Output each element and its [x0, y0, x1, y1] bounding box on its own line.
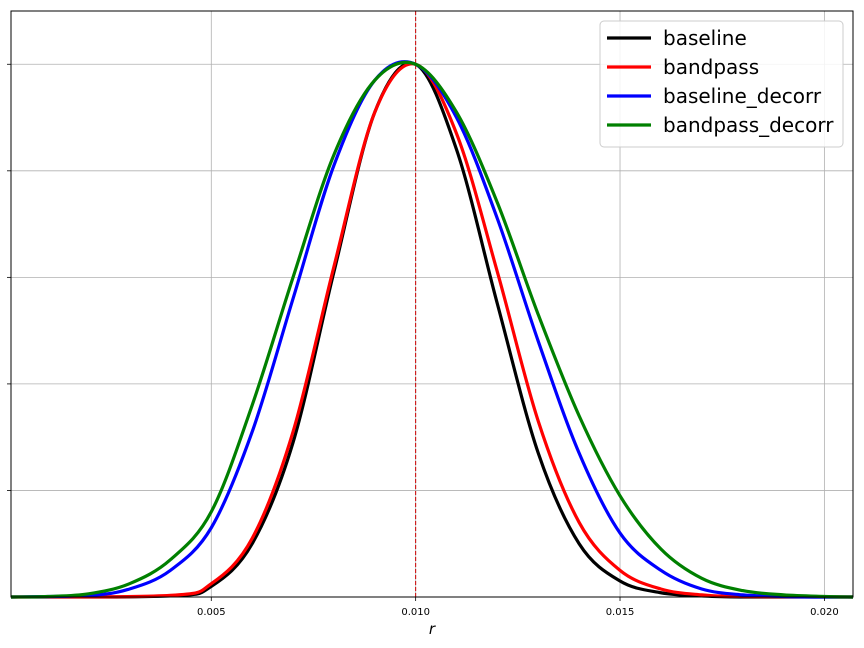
x-axis-label: r [429, 620, 436, 638]
x-tick-label: 0.015 [606, 607, 635, 618]
legend: baseline bandpass baseline_decorr bandpass_… [599, 20, 844, 148]
legend-label: baseline_decorr [663, 84, 822, 108]
legend-label: bandpass_decorr [663, 113, 834, 137]
x-tick-label: 0.010 [401, 607, 430, 618]
series-line-bandpass-decorr [10, 60, 854, 599]
legend-box [599, 20, 844, 148]
plot-frame [10, 10, 854, 598]
legend-label: bandpass [663, 55, 759, 79]
series-line-baseline-decorr [10, 60, 854, 599]
series-group [10, 60, 854, 599]
series-line-bandpass [10, 62, 854, 599]
x-tick-label: 0.005 [197, 607, 226, 618]
x-axis: 0.005 0.010 0.015 0.020 [7, 63, 839, 618]
legend-label: baseline [663, 26, 747, 50]
series-line-baseline [10, 61, 854, 599]
x-tick-label: 0.020 [810, 607, 839, 618]
